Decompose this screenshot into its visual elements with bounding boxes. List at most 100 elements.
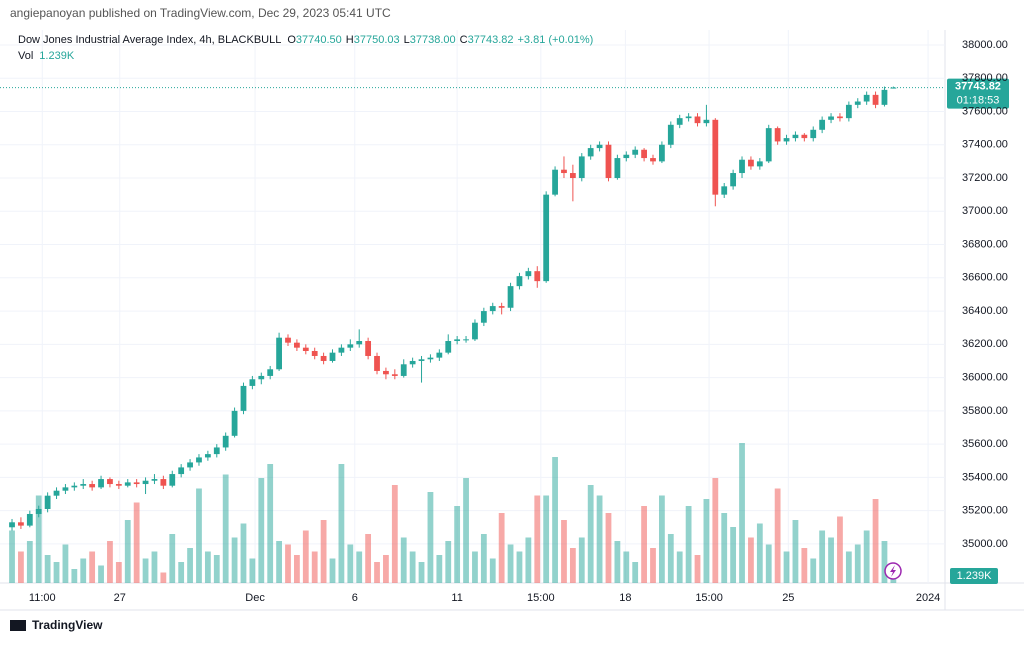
volume-bar <box>712 478 719 583</box>
candle-body <box>819 119 826 130</box>
volume-bar <box>187 548 193 583</box>
y-tick-label: 36000.00 <box>962 372 1008 384</box>
legend-value: 37743.82 <box>468 34 514 46</box>
candle-body <box>302 347 309 351</box>
candle-body <box>854 101 861 105</box>
candle-body <box>489 306 496 312</box>
candle-body <box>391 374 398 376</box>
volume-bar <box>196 488 202 583</box>
volume-bar <box>26 541 33 583</box>
candle-body <box>53 490 60 496</box>
candle-body <box>383 370 389 375</box>
volume-bar <box>810 558 817 583</box>
volume-bar <box>774 488 781 583</box>
volume-bar <box>53 562 60 583</box>
volume-bar <box>739 443 745 583</box>
y-tick-label: 36600.00 <box>962 272 1008 284</box>
volume-bar <box>765 544 772 583</box>
y-tick-label: 36400.00 <box>962 305 1008 317</box>
volume-bar <box>845 551 852 583</box>
volume-bar <box>142 558 149 583</box>
volume-bar <box>881 541 888 583</box>
volume-bar <box>329 558 336 583</box>
legend-title: Dow Jones Industrial Average Index, 4h, … <box>18 34 281 46</box>
volume-bar <box>801 548 808 583</box>
volume-bar <box>169 534 176 583</box>
volume-bar <box>659 495 665 583</box>
candle-body <box>480 311 487 323</box>
volume-bar <box>489 558 496 583</box>
candle-body <box>659 144 665 162</box>
candle-body <box>418 359 425 361</box>
candle-body <box>365 341 372 356</box>
y-tick-label: 37600.00 <box>962 105 1008 117</box>
candle-body <box>222 435 229 448</box>
volume-bar <box>614 541 621 583</box>
volume-bar <box>534 495 541 583</box>
legend-value: 37750.03 <box>354 34 400 46</box>
volume-bar <box>418 562 425 583</box>
volume-bar <box>427 492 434 583</box>
candle-body <box>436 352 443 358</box>
candle-body <box>507 286 514 308</box>
candle-body <box>721 186 728 195</box>
candle-body <box>685 116 692 119</box>
volume-bar <box>115 562 122 583</box>
volume-tag-label: 1.239K <box>957 570 993 582</box>
x-tick-label: 11 <box>451 592 462 604</box>
candle-body <box>667 124 674 145</box>
x-tick-label: 11:00 <box>29 592 56 604</box>
alert-icon-bolt <box>890 565 896 577</box>
volume-bar <box>463 478 469 583</box>
candle-body <box>187 462 193 468</box>
volume-bar <box>178 562 185 583</box>
volume-bar <box>667 534 674 583</box>
candle-body <box>329 352 336 361</box>
candle-body <box>623 154 630 159</box>
volume-bar <box>222 474 229 583</box>
volume-bar <box>98 565 104 583</box>
volume-bar <box>507 544 514 583</box>
volume-bar <box>249 558 256 583</box>
volume-bar <box>356 551 363 583</box>
candle-body <box>62 487 69 491</box>
volume-bar <box>338 464 345 583</box>
volume-bar <box>730 527 737 583</box>
footer: TradingView <box>32 618 103 632</box>
candle-body <box>276 337 282 370</box>
volume-bar <box>89 551 96 583</box>
volume-bar <box>454 506 461 583</box>
x-tick-label: 15:00 <box>527 592 555 604</box>
candle-body <box>115 484 122 486</box>
volume-bar <box>578 537 585 583</box>
candle-body <box>347 344 354 348</box>
candle-body <box>44 495 51 509</box>
volume-bar <box>587 485 594 583</box>
legend-value: 37738.00 <box>410 34 456 46</box>
volume-bar <box>837 516 843 583</box>
candle-body <box>142 480 149 485</box>
x-tick-label: 25 <box>782 592 794 604</box>
legend-value: 37740.50 <box>296 34 342 46</box>
volume-bar <box>347 544 354 583</box>
legend-c: C <box>460 34 468 46</box>
candle-body <box>596 144 603 149</box>
volume-bar <box>44 555 51 583</box>
y-tick-label: 35000.00 <box>962 538 1008 550</box>
candle-body <box>641 149 647 159</box>
candle-body <box>26 513 33 526</box>
volume-bar <box>543 495 550 583</box>
legend-change: +3.81 (+0.01%) <box>518 34 594 46</box>
candle-body <box>98 479 104 488</box>
volume-tag <box>950 568 998 584</box>
legend-l: L <box>404 34 410 46</box>
volume-bar <box>213 555 220 583</box>
candle-body <box>427 357 434 360</box>
volume-bar <box>685 506 692 583</box>
volume-bar <box>854 544 861 583</box>
candle-body <box>730 173 737 187</box>
volume-bar <box>445 541 452 583</box>
candle-body <box>124 482 131 486</box>
price-tag-label: 37743.82 <box>955 80 1001 92</box>
